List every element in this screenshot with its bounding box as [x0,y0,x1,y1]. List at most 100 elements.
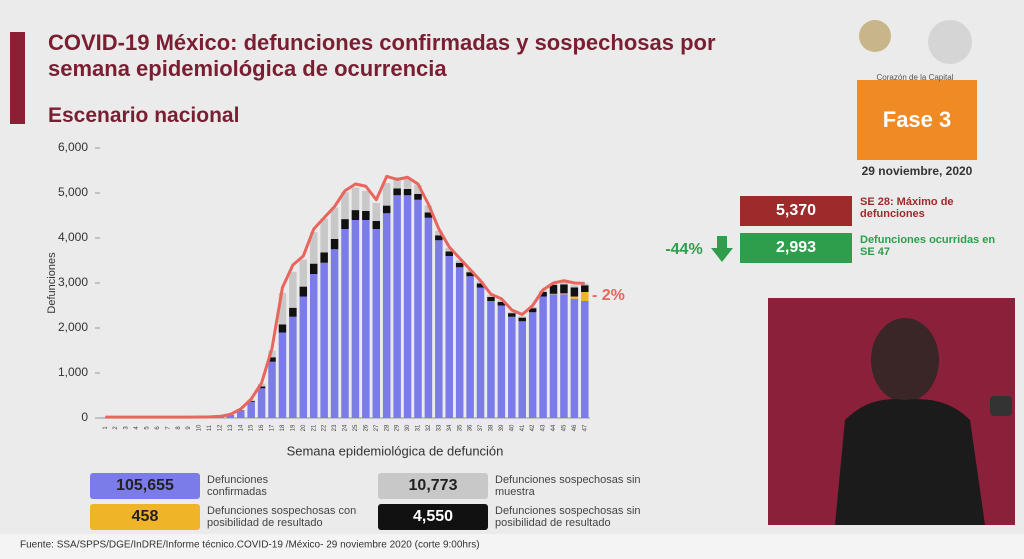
legend-swatch [378,504,488,530]
legend-total: 10,773 [409,477,458,494]
phase: Fase 3 [883,107,952,132]
bar-segment [445,256,454,418]
bar-segment [508,313,516,317]
bar-segment [320,218,328,253]
x-tick-label: 12 [217,424,223,431]
x-tick-label: 18 [280,424,286,431]
video-button[interactable] [990,396,1012,416]
bar-segment [570,287,579,297]
bar-segment [278,292,287,325]
x-tick-label: 27 [374,424,380,431]
bar-segment [570,298,579,418]
bar-segment [581,285,589,292]
bar-segment [445,251,454,256]
bar-segment [414,193,422,200]
bar-segment [341,192,349,220]
x-tick-label: 26 [363,424,369,431]
trend-line [105,174,585,419]
accent-bar [10,32,25,124]
bar-segment [539,292,547,297]
x-tick-label: 11 [207,424,213,431]
y-tick-label: 4,000 [58,230,88,244]
bar-segment [403,177,412,189]
x-tick-label: 41 [520,424,526,431]
bar-segment [351,187,360,211]
x-tick-label: 44 [551,424,557,431]
x-tick-label: 6 [155,426,161,430]
bar-segment [351,220,360,418]
bar-segment [518,316,526,318]
bar-segment [226,415,235,418]
last-value: 2,993 [776,239,816,256]
bar-segment [247,401,255,418]
x-tick-label: 34 [447,424,453,431]
x-tick-label: 43 [541,424,547,431]
y-tick-label: 2,000 [58,320,88,334]
bar-segment [455,262,464,268]
phase-box [857,80,977,160]
bar-segment [309,263,318,274]
bar-segment [320,262,328,418]
bar-segment [382,205,391,214]
x-tick-label: 42 [530,424,536,431]
x-tick-label: 47 [582,424,588,431]
person-head [871,318,939,402]
x-tick-label: 25 [353,424,359,431]
source: Fuente: SSA/SPPS/DGE/InDRE/Informe técni… [20,540,480,551]
bar-segment [268,361,276,418]
bar-segment [299,259,308,287]
bar-segment [289,271,297,308]
bar-segment [455,267,464,418]
bar-segment [581,301,589,418]
bar-segment [528,308,537,313]
bar-segment [414,184,422,194]
bar-segment [455,260,464,263]
bar-segment [560,294,568,418]
x-tick-label: 29 [395,424,401,431]
bar-segment [539,296,547,418]
bar-segment [320,252,328,263]
y-tick-label: 6,000 [58,140,88,154]
bar-segment [382,183,391,206]
x-tick-label: 20 [301,424,307,431]
x-tick-label: 28 [384,424,390,431]
bar-segment [372,220,381,229]
bar-segment [268,350,276,358]
bar-segment [414,199,422,418]
logo-mark [928,20,972,64]
y-axis-label: Defunciones [46,252,58,314]
bar-segment [518,321,526,418]
bar-segment [424,212,433,218]
bar-segment [497,305,506,418]
x-tick-label: 31 [416,424,422,431]
bar-segment [581,292,589,301]
bar-segment [309,232,318,264]
x-tick-label: 45 [562,424,568,431]
bar-segment [435,235,443,241]
bar-segment [289,316,297,418]
bar-segment [497,301,506,306]
bar-segment [570,285,579,288]
bar-segment [362,220,370,418]
bar-segment [393,195,401,418]
bar-segment [393,177,401,189]
y-tick-label: 5,000 [58,185,88,199]
logo-text: Corazón de la Capital [877,73,954,82]
x-tick-label: 39 [499,424,505,431]
bar-segment [351,210,360,220]
bar-segment [372,202,381,221]
x-tick-label: 13 [228,424,234,431]
bar-segment [403,195,412,418]
person-body [835,399,985,525]
bar-segment [549,284,558,294]
x-tick-label: 21 [311,424,317,431]
footer-band [0,534,1024,559]
legend-swatch [378,473,488,499]
x-tick-label: 22 [322,424,328,431]
bar-segment [528,306,537,309]
bar-segment [341,219,349,229]
y-tick-label: 1,000 [58,365,88,379]
x-tick-label: 14 [238,424,244,431]
x-tick-label: 32 [426,424,432,431]
